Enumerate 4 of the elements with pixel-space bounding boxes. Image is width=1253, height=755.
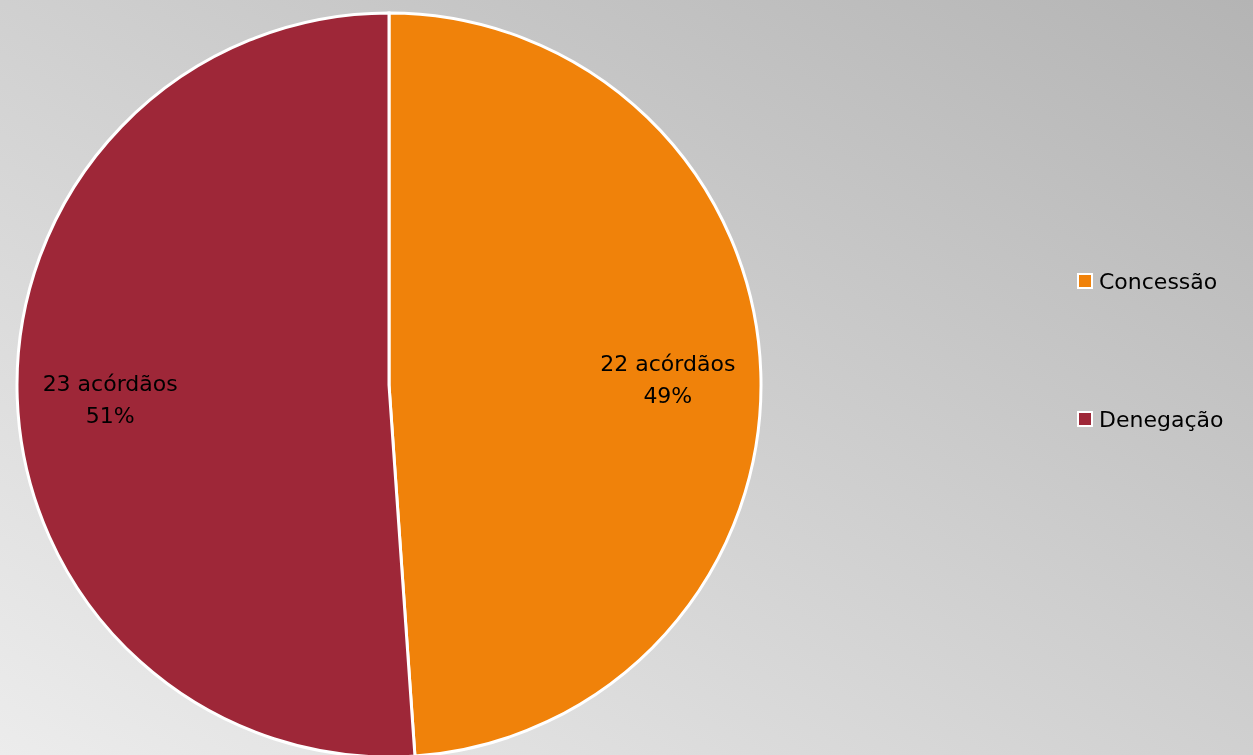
data-label: 23 acórdãos 51% (42, 370, 178, 428)
legend-label: Denegação (1099, 407, 1224, 432)
data-label: 22 acórdãos 49% (600, 351, 736, 409)
legend-label: Concessão (1099, 269, 1218, 294)
